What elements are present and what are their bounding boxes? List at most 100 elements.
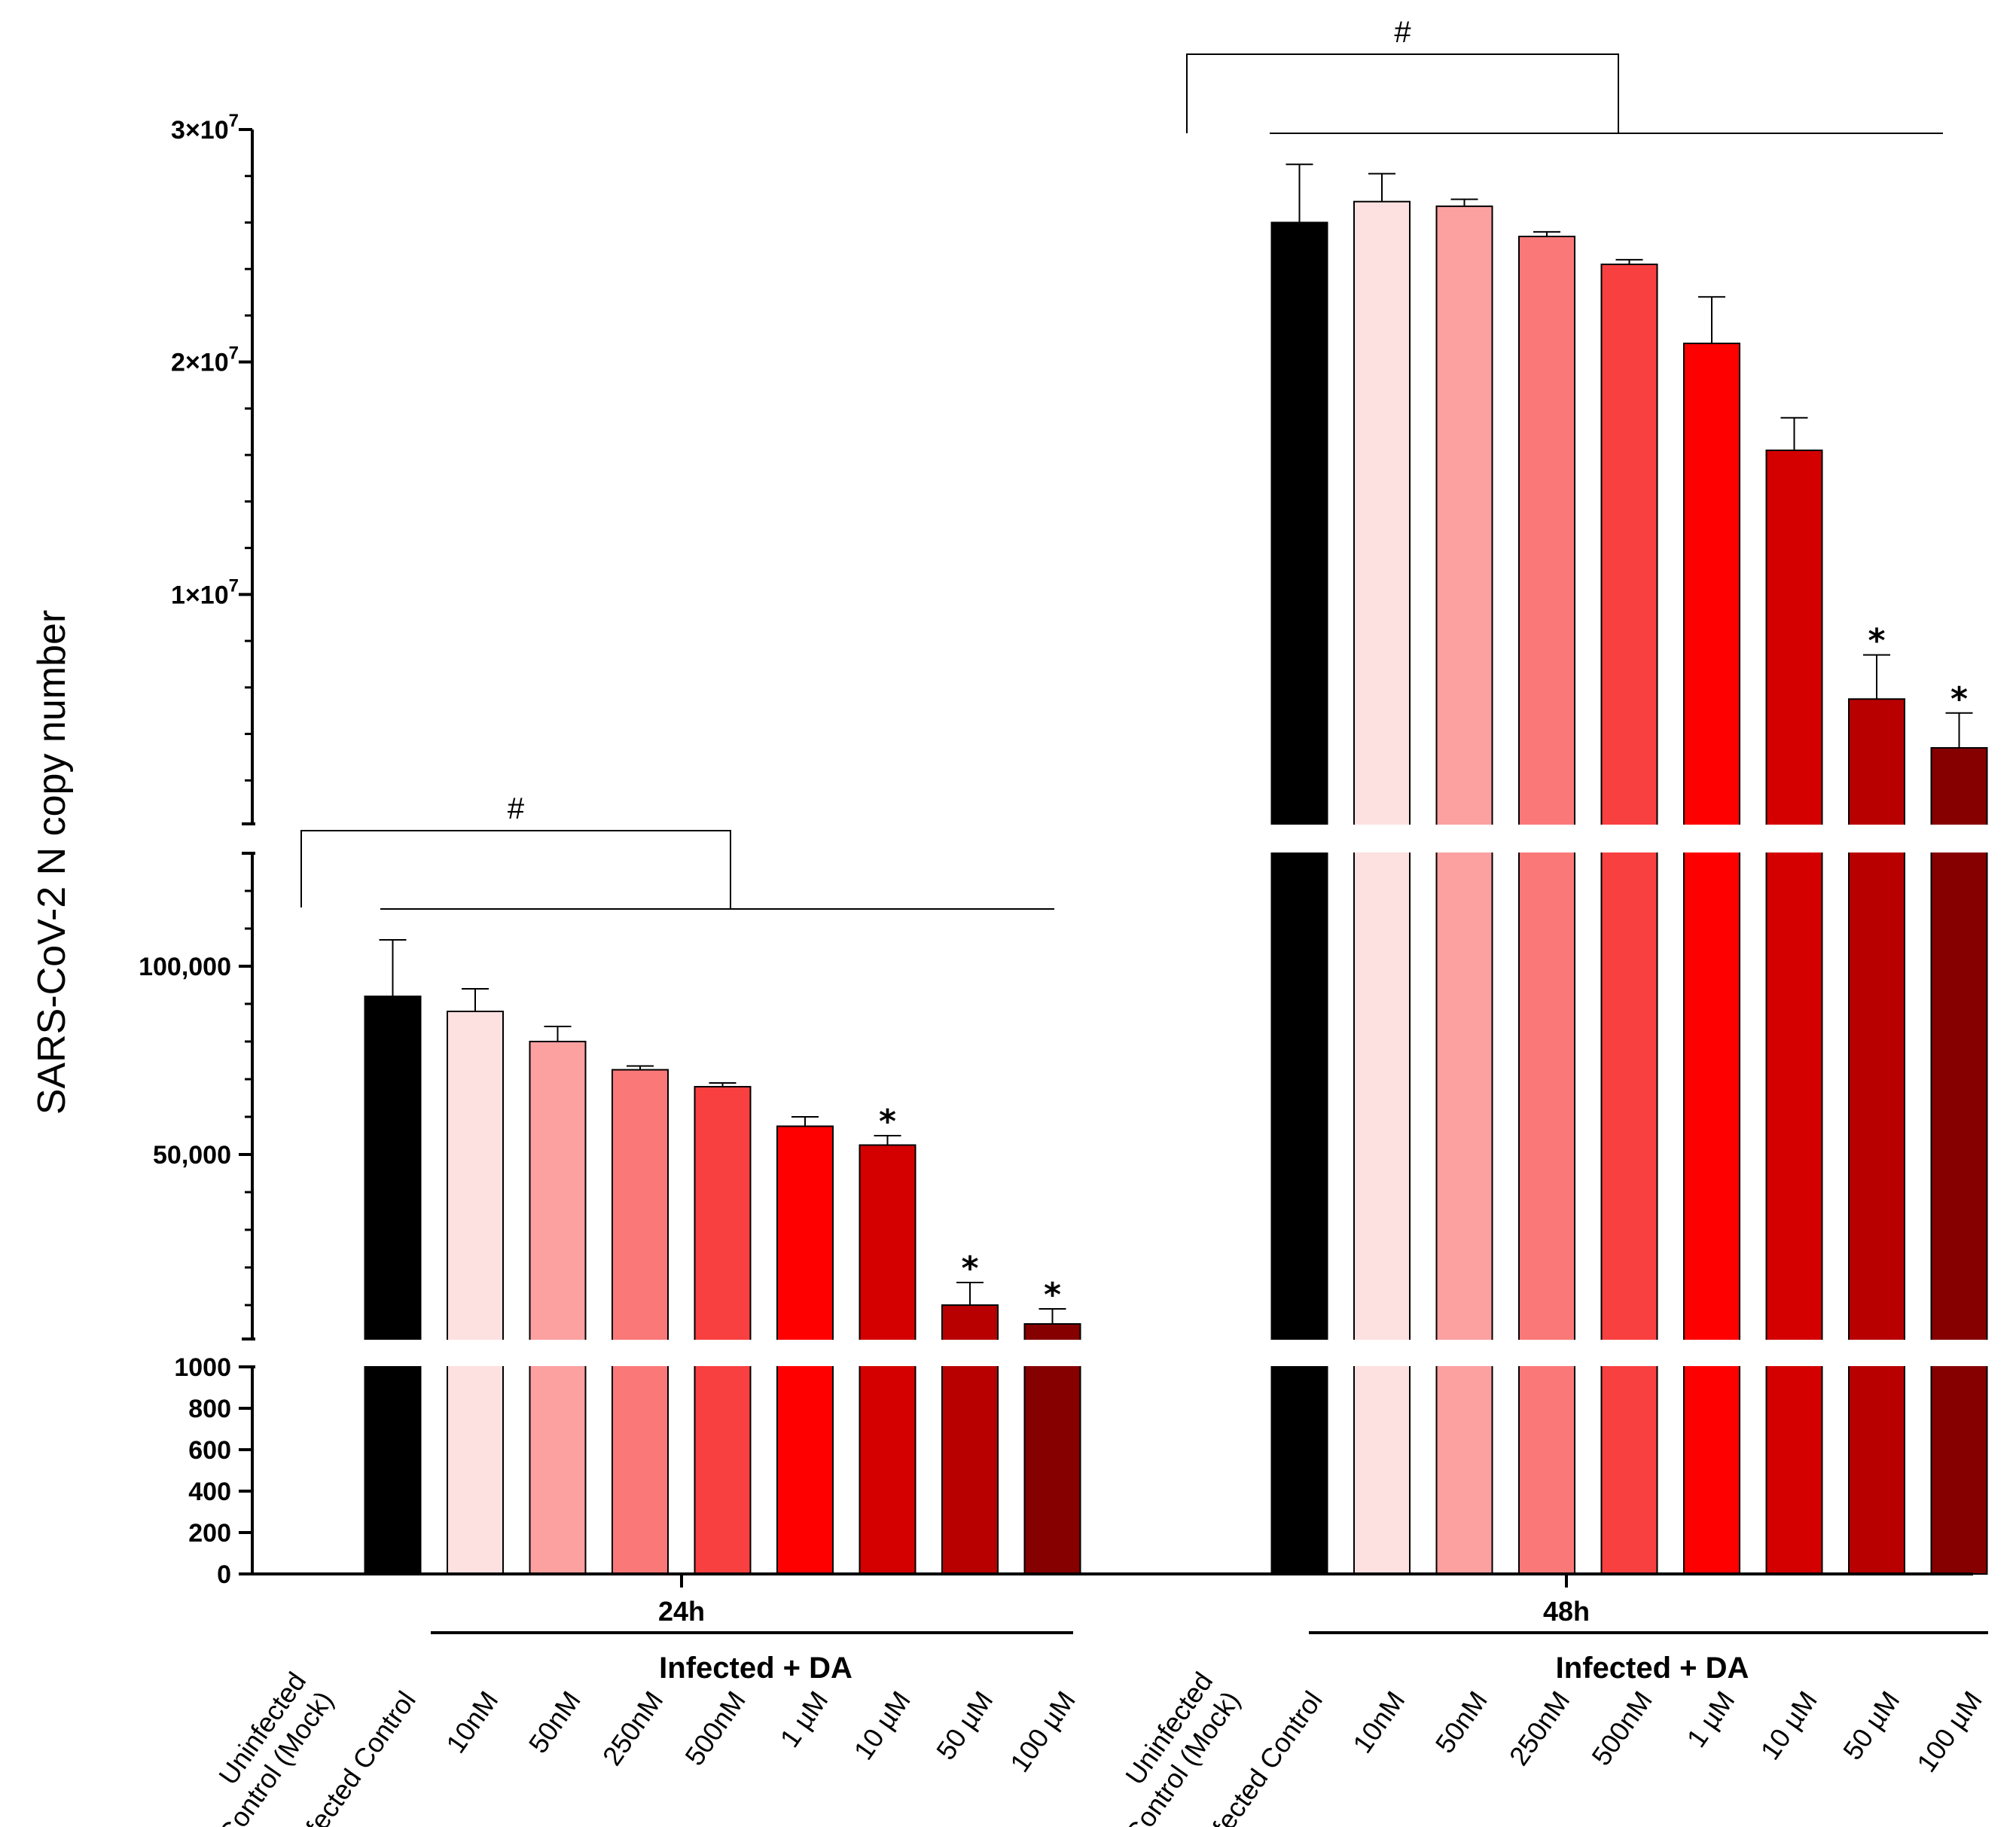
group-label: 24h [658,1596,705,1627]
axis-break-gap [444,1340,506,1366]
bar [1270,221,1328,1575]
axis-break-gap [1268,825,1331,852]
tick-exponent: 7 [229,111,239,131]
bar [1683,342,1740,1575]
bars: * * * * * [282,163,1990,1575]
category-label: 250nM [1503,1685,1576,1771]
y-axis-label: SARS-CoV-2 N copy number [30,610,74,1115]
category-label-line: 10nM [1347,1685,1411,1758]
category-label: 10nM [1347,1685,1411,1758]
y-tick-label: 600 [188,1436,231,1465]
y-tick-label: 1000 [174,1353,231,1382]
axis-break-gap [1763,1340,1825,1366]
axis-break-gap [1928,1340,1990,1366]
significance-asterisk: * [961,1249,978,1288]
category-label: 50 µM [930,1685,999,1765]
axis-break-gap [1598,1340,1661,1366]
bar [1353,200,1411,1575]
axis-break-gap [1516,1340,1578,1366]
y-tick-label: 200 [188,1519,231,1548]
axis-break-gap [691,1340,754,1366]
significance-hash: # [1394,16,1411,49]
category-label-line: 50nM [523,1685,587,1758]
significance-asterisk: * [879,1103,896,1141]
category-label-line: 50 µM [1837,1685,1905,1765]
category-label-line: 10 µM [847,1685,916,1765]
category-label: 50 µM [1837,1685,1905,1765]
tick-exponent: 7 [229,575,239,596]
category-label-line: 500nM [1585,1685,1658,1771]
axis-break-gap [1846,825,1908,852]
axis-break-gap [1681,825,1743,852]
significance-asterisk: * [1044,1276,1061,1314]
category-label: 10 µM [847,1685,916,1765]
axis-break-gap [1681,1340,1743,1366]
category-label: 500nM [679,1685,752,1771]
y-tick-label: 2×107 [171,343,239,377]
axis-break-gap [856,1340,919,1366]
y-tick-label: 1×107 [171,575,239,609]
subgroup-label: Infected + DA [659,1652,852,1685]
axis-break-gap [1846,1340,1908,1366]
y-tick-label: 800 [188,1395,231,1423]
bar [612,1069,669,1575]
axis-break-gap [774,1340,836,1366]
axis-break-gap [361,1340,424,1366]
bar [1930,747,1988,1575]
significance-asterisk: * [1950,680,1968,718]
subgroup-label: Infected + DA [1556,1652,1749,1685]
category-label: 10 µM [1754,1685,1822,1765]
axis-break-gap [939,1340,1001,1366]
y-tick-label: 400 [188,1478,231,1506]
category-label-line: 50nM [1429,1685,1493,1758]
y-tick-label: 100,000 [139,953,231,981]
y-axis: 0 200 400 600 800 1000 50,000 100,000 1×107 2×107… [139,111,255,1589]
y-tick-label: 0 [217,1560,231,1589]
category-label-line: 1 µM [773,1685,834,1753]
axis-break-gap [1433,825,1496,852]
axis-break-gap [1928,825,1990,852]
axis-break-gap [1351,1340,1413,1366]
significance-asterisk: * [1868,622,1885,660]
bracket [300,830,731,909]
bar [694,1086,752,1575]
category-label-line: 250nM [596,1685,669,1771]
category-label: 500nM [1585,1685,1658,1771]
tick-exponent: 7 [229,343,239,364]
axis-break-gap [1763,825,1825,852]
y-tick-label: 50,000 [153,1141,231,1170]
significance-brackets: ## [300,16,1943,910]
bar [1435,205,1493,1575]
category-label: 1 µM [1680,1685,1740,1753]
axis-break-gap [1516,825,1578,852]
group-label: 48h [1543,1596,1590,1627]
category-label: 100 µM [1004,1685,1081,1777]
axis-break-gap [1268,1340,1331,1366]
axis-break-gap [1598,825,1661,852]
category-label-line: 10nM [440,1685,504,1758]
axis-break-gap [526,1340,589,1366]
category-label-line: 10 µM [1754,1685,1822,1765]
category-label-line: 250nM [1503,1685,1576,1771]
axis-break-gap [1021,1340,1084,1366]
axis-break-gap [609,1340,671,1366]
category-label: 250nM [596,1685,669,1771]
category-label: 100 µM [1911,1685,1988,1777]
category-label-line: 100 µM [1911,1685,1988,1777]
axis-break-gap [1351,825,1413,852]
axis-break-gap [1433,1340,1496,1366]
category-label: 50nM [1429,1685,1493,1758]
category-label-line: 50 µM [930,1685,999,1765]
bar [1518,235,1575,1575]
bar [364,996,422,1575]
category-label-line: 1 µM [1680,1685,1740,1753]
bar [1600,264,1658,1575]
bracket [1186,53,1619,133]
y-tick-label: 3×107 [171,111,239,145]
category-label: 10nM [440,1685,504,1758]
bar [529,1041,587,1575]
category-label: 50nM [523,1685,587,1758]
significance-hash: # [508,792,525,825]
